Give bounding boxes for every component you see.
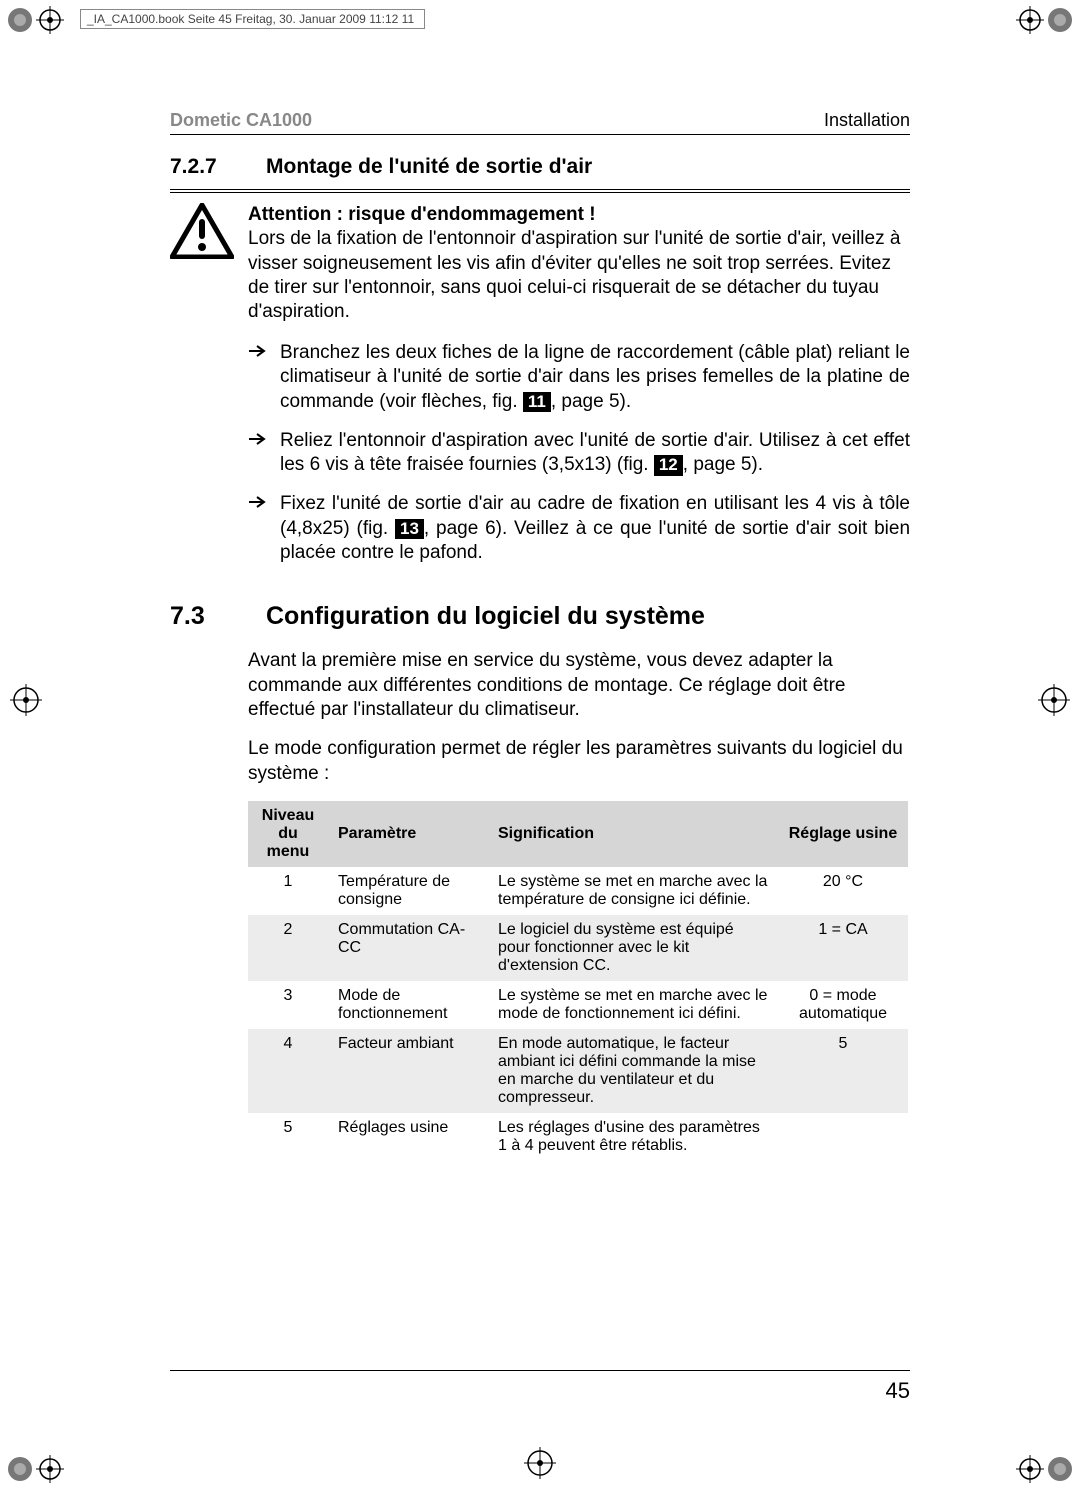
cell-level: 5 xyxy=(248,1113,328,1161)
page-number: 45 xyxy=(886,1378,910,1404)
col-header: Paramètre xyxy=(328,801,488,867)
arrow-icon xyxy=(248,429,268,478)
regmark-ml xyxy=(6,680,46,720)
cell-level: 2 xyxy=(248,915,328,981)
table-row: 5Réglages usineLes réglages d'usine des … xyxy=(248,1113,908,1161)
runhead-right: Installation xyxy=(824,110,910,131)
heading-title: Montage de l'unité de sortie d'air xyxy=(266,155,592,179)
heading-7-3: 7.3 Configuration du logiciel du système xyxy=(170,602,910,631)
cell-level: 3 xyxy=(248,981,328,1029)
instruction-item: Reliez l'entonnoir d'aspiration avec l'u… xyxy=(248,429,910,478)
parameters-table: Niveau du menu Paramètre Signification R… xyxy=(248,801,908,1161)
instruction-item: Fixez l'unité de sortie d'air au cadre d… xyxy=(248,492,910,566)
print-tab: _IA_CA1000.book Seite 45 Freitag, 30. Ja… xyxy=(80,9,425,29)
cell-default: 1 = CA xyxy=(778,915,908,981)
fig-ref-12: 12 xyxy=(654,455,683,475)
footer-rule xyxy=(170,1370,910,1371)
instruction-item: Branchez les deux fiches de la ligne de … xyxy=(248,341,910,415)
heading-rule xyxy=(170,189,910,193)
heading-title: Configuration du logiciel du système xyxy=(266,602,705,631)
table-header-row: Niveau du menu Paramètre Signification R… xyxy=(248,801,908,867)
cell-signification: Le logiciel du système est équipé pour f… xyxy=(488,915,778,981)
fig-ref-11: 11 xyxy=(523,392,551,412)
cell-signification: Les réglages d'usine des paramètres 1 à … xyxy=(488,1113,778,1161)
cell-default: 5 xyxy=(778,1029,908,1113)
cell-param: Réglages usine xyxy=(328,1113,488,1161)
regmark-br xyxy=(1014,1423,1074,1483)
warning-title: Attention : risque d'endommagement ! xyxy=(248,204,596,225)
regmark-mr xyxy=(1034,680,1074,720)
regmark-bl xyxy=(6,1423,66,1483)
cell-param: Commutation CA-CC xyxy=(328,915,488,981)
cell-signification: Le système se met en marche avec le mode… xyxy=(488,981,778,1029)
table-row: 4Facteur ambiantEn mode automatique, le … xyxy=(248,1029,908,1113)
heading-number: 7.2.7 xyxy=(170,155,230,179)
cell-level: 1 xyxy=(248,867,328,915)
table-row: 2Commutation CA-CCLe logiciel du système… xyxy=(248,915,908,981)
cell-default: 20 °C xyxy=(778,867,908,915)
page-content: Dometic CA1000 Installation 7.2.7 Montag… xyxy=(170,110,910,1161)
cell-default: 0 = mode automatique xyxy=(778,981,908,1029)
table-row: 1Température de consigneLe système se me… xyxy=(248,867,908,915)
heading-number: 7.3 xyxy=(170,602,230,631)
heading-7-2-7: 7.2.7 Montage de l'unité de sortie d'air xyxy=(170,155,910,179)
instruction-text: Branchez les deux fiches de la ligne de … xyxy=(280,341,910,415)
arrow-icon xyxy=(248,492,268,566)
instruction-list: Branchez les deux fiches de la ligne de … xyxy=(248,341,910,567)
warning-body: Lors de la fixation de l'entonnoir d'asp… xyxy=(248,228,900,322)
warning-text: Attention : risque d'endommagement ! Lor… xyxy=(248,203,910,325)
col-header: Réglage usine xyxy=(778,801,908,867)
cell-param: Facteur ambiant xyxy=(328,1029,488,1113)
runhead-left: Dometic CA1000 xyxy=(170,110,312,131)
col-header: Niveau du menu xyxy=(248,801,328,867)
arrow-icon xyxy=(248,341,268,415)
regmark-bc xyxy=(520,1443,560,1483)
cell-default xyxy=(778,1113,908,1161)
cell-signification: En mode automatique, le facteur ambiant … xyxy=(488,1029,778,1113)
cell-level: 4 xyxy=(248,1029,328,1113)
paragraph: Avant la première mise en service du sys… xyxy=(248,649,910,723)
regmark-tr xyxy=(1014,6,1074,66)
fig-ref-13: 13 xyxy=(395,519,424,539)
instruction-text: Reliez l'entonnoir d'aspiration avec l'u… xyxy=(280,429,910,478)
regmark-tl xyxy=(6,6,66,66)
cell-signification: Le système se met en marche avec la temp… xyxy=(488,867,778,915)
sec73-body: Avant la première mise en service du sys… xyxy=(248,649,910,1160)
cell-param: Température de consigne xyxy=(328,867,488,915)
instruction-text: Fixez l'unité de sortie d'air au cadre d… xyxy=(280,492,910,566)
cell-param: Mode de fonctionnement xyxy=(328,981,488,1029)
col-header: Signification xyxy=(488,801,778,867)
running-head: Dometic CA1000 Installation xyxy=(170,110,910,135)
warning-block: Attention : risque d'endommagement ! Lor… xyxy=(170,203,910,325)
warning-icon xyxy=(170,203,234,325)
table-row: 3Mode de fonctionnementLe système se met… xyxy=(248,981,908,1029)
bullet-list-wrap: Branchez les deux fiches de la ligne de … xyxy=(248,341,910,567)
paragraph: Le mode configuration permet de régler l… xyxy=(248,737,910,786)
